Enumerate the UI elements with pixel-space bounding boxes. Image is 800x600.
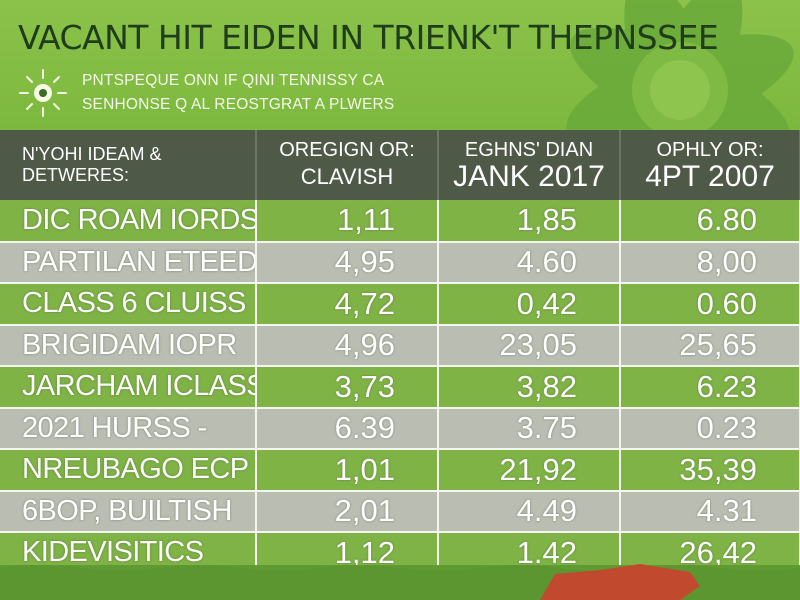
subtitle-line-1: PNTSPEQUE ONN IF QINI TENNISSY CA — [82, 72, 385, 89]
value-cell: 8,00 — [620, 241, 800, 284]
table-row: CLASS 6 CLUISS 4,72 0,42 0.60 — [0, 283, 800, 326]
value-cell: 4,72 — [256, 283, 439, 326]
table-row: JARCHAM ICLASS 3,73 3,82 6.23 — [0, 366, 800, 409]
value-cell: 3,82 — [438, 366, 621, 409]
leaf-icon — [566, 0, 794, 130]
table-header-row: N'YOHI IDEAM & DETWERES: OREGIGN OR: CLA… — [0, 130, 800, 200]
header-banner: VACANT HIT EIDEN IN TRIENK'T THEPNSSEE P… — [0, 0, 800, 130]
value-cell: 4.49 — [438, 490, 621, 533]
value-cell: 4,95 — [256, 241, 439, 284]
table-row: BRIGIDAM IOPR 4,96 23,05 25,65 — [0, 324, 800, 367]
table-row: 2021 HURSS -6.39 3.75 0.23 — [0, 407, 800, 450]
grass-decoration — [0, 564, 800, 600]
row-label-cell: 6BOP, BUILTISH — [0, 490, 257, 533]
value-cell: 3.75 — [438, 407, 621, 450]
value-cell: 25,65 — [620, 324, 800, 367]
row-label-cell: NREUBAGO ECP — [0, 449, 257, 492]
table-row: PARTILAN ETEEDIC4,954.608,00 — [0, 241, 800, 284]
value-cell: 2,01 — [256, 490, 439, 533]
row-label-cell: 2021 HURSS - — [0, 407, 257, 450]
subtitle-line-2: SENHONSE Q AL REOSTGRAT A PLWERS — [82, 96, 395, 113]
page-title: VACANT HIT EIDEN IN TRIENK'T THEPNSSEE — [18, 18, 719, 57]
red-shape-icon — [540, 564, 700, 600]
value-cell: 0,42 — [438, 283, 621, 326]
column-header-2-line2: JANK 2017 — [453, 160, 605, 193]
row-label-cell: CLASS 6 CLUISS — [0, 283, 257, 326]
value-cell: 0.23 — [620, 407, 800, 450]
column-header-3-line2: 4PT 2007 — [645, 160, 775, 193]
value-cell: 1,01 — [256, 449, 439, 492]
table-row: 6BOP, BUILTISH 2,01 4.49 4.31 — [0, 490, 800, 533]
row-label-cell: BRIGIDAM IOPR — [0, 324, 257, 367]
column-header-0: N'YOHI IDEAM & DETWERES: — [0, 130, 257, 200]
value-cell: 4.60 — [438, 241, 621, 284]
column-header-3-line1: OPHLY OR: — [656, 139, 764, 161]
value-cell: 6.23 — [620, 366, 800, 409]
column-header-2-line1: EGHNS' DIAN — [464, 139, 594, 161]
column-header-1-line1: OREGIGN OR: — [279, 139, 415, 161]
value-cell: 3,73 — [256, 366, 439, 409]
table-row: DIC ROAM IORDS 1,11 1,85 6.80 — [0, 200, 800, 243]
value-cell: 6.39 — [256, 407, 439, 450]
column-header-0-label: N'YOHI IDEAM & DETWERES: — [22, 144, 162, 185]
column-header-1-line2: CLAVISH — [300, 164, 394, 189]
column-header-2: EGHNS' DIAN JANK 2017 — [438, 130, 621, 200]
value-cell: 4,96 — [256, 324, 439, 367]
column-header-3: OPHLY OR: 4PT 2007 — [620, 130, 800, 200]
value-cell: 6.80 — [620, 200, 800, 243]
row-label-cell: PARTILAN ETEEDIC — [0, 241, 257, 284]
value-cell: 23,05 — [438, 324, 621, 367]
data-table: N'YOHI IDEAM & DETWERES: OREGIGN OR: CLA… — [0, 130, 800, 575]
value-cell: 21,92 — [438, 449, 621, 492]
column-header-1: OREGIGN OR: CLAVISH — [256, 130, 439, 200]
value-cell: 4.31 — [620, 490, 800, 533]
value-cell: 1,11 — [256, 200, 439, 243]
table-row: NREUBAGO ECP 1,01 21,92 35,39 — [0, 449, 800, 492]
row-label-cell: DIC ROAM IORDS — [0, 200, 257, 243]
data-table-container: N'YOHI IDEAM & DETWERES: OREGIGN OR: CLA… — [0, 130, 800, 575]
value-cell: 35,39 — [620, 449, 800, 492]
table-body: DIC ROAM IORDS 1,11 1,85 6.80 PARTILAN ETEED… — [0, 200, 800, 575]
sun-icon — [19, 69, 67, 117]
value-cell: 1,85 — [438, 200, 621, 243]
row-label-cell: JARCHAM ICLASS — [0, 366, 257, 409]
value-cell: 0.60 — [620, 283, 800, 326]
